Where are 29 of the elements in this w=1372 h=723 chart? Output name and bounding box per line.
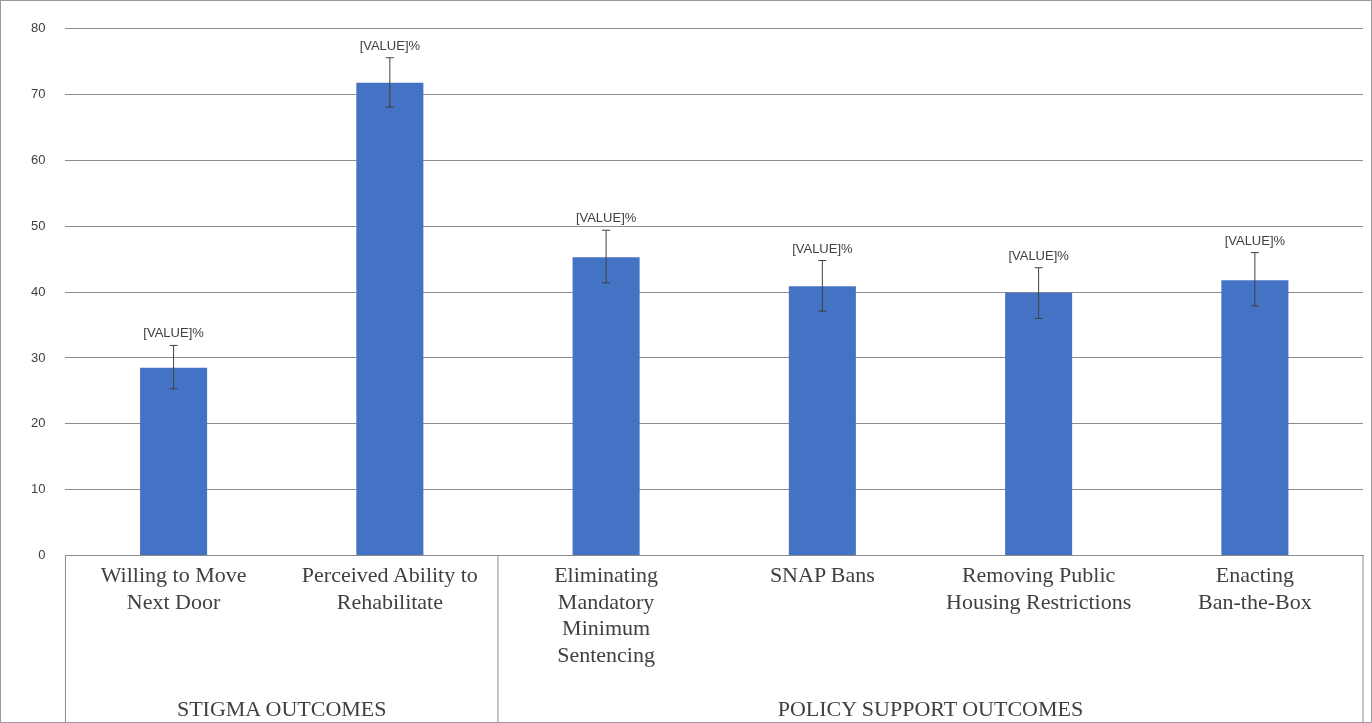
- bar: [1005, 292, 1073, 555]
- text: POLICY SUPPORT OUTCOMES: [777, 696, 1084, 721]
- y-tick-label: 80: [30, 20, 46, 36]
- bar: [572, 257, 640, 555]
- y-tick-label: 70: [30, 86, 46, 102]
- y-tick-label: 10: [30, 481, 46, 497]
- x-tick-label: Willing to Move Next Door: [100, 562, 247, 614]
- x-tick-label: Eliminating Mandatory Minimum Sentencing: [554, 562, 659, 667]
- bar: [356, 82, 424, 555]
- data-label: [VALUE]%: [792, 240, 854, 256]
- y-tick-label: 50: [30, 217, 46, 233]
- data-label: [VALUE]%: [359, 37, 421, 53]
- data-label: [VALUE]%: [1008, 247, 1070, 263]
- data-label: [VALUE]%: [1224, 232, 1286, 248]
- text: STIGMA OUTCOMES: [176, 696, 387, 721]
- x-tick-label: Enacting Ban-the-Box: [1198, 562, 1312, 614]
- bar: [788, 286, 856, 555]
- y-tick-label: 60: [30, 152, 46, 168]
- x-tick-label: Removing Public Housing Restrictions: [946, 562, 1132, 614]
- y-tick-label: 40: [30, 283, 46, 299]
- data-label: [VALUE]%: [575, 210, 637, 226]
- x-tick-label: Perceived Ability to Rehabilitate: [301, 562, 478, 614]
- bar: [140, 367, 208, 555]
- data-label: [VALUE]%: [143, 325, 205, 341]
- y-tick-label: 20: [30, 415, 46, 431]
- x-tick-label: SNAP Bans: [769, 562, 875, 588]
- y-tick-label: 0: [38, 546, 46, 562]
- y-tick-label: 30: [30, 349, 46, 365]
- bar: [1221, 280, 1289, 555]
